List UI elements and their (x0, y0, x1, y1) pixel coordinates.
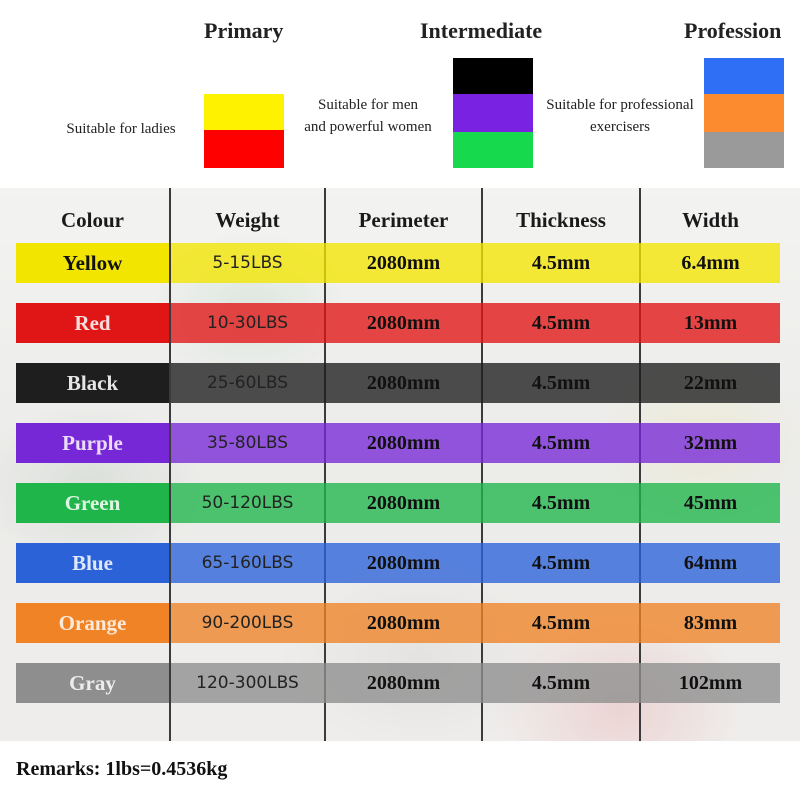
row-color-band (16, 243, 169, 283)
cell-thickness: 4.5mm (531, 672, 591, 694)
table-row: Orange 90-200LBS 2080mm 4.5mm 83mm (16, 603, 780, 643)
cell-colour: Blue (72, 551, 113, 575)
table-row: Black 25-60LBS 2080mm 4.5mm 22mm (16, 363, 780, 403)
cell-colour: Black (66, 371, 119, 395)
cell-width: 6.4mm (681, 252, 740, 274)
level-description-intermediate: Suitable for men and powerful women (284, 94, 452, 138)
cell-width: 64mm (683, 552, 738, 574)
row-color-band (16, 603, 169, 643)
row-color-tint (171, 243, 780, 283)
cell-width: 22mm (683, 372, 738, 394)
swatch-profession-blue (704, 58, 784, 94)
row-color-tint (171, 663, 780, 703)
swatch-primary-red (204, 130, 284, 168)
cell-thickness: 4.5mm (531, 552, 591, 574)
swatch-profession-gray (704, 132, 784, 168)
table-row: Yellow 5-15LBS 2080mm 4.5mm 6.4mm (16, 243, 780, 283)
cell-thickness: 4.5mm (531, 492, 591, 514)
cell-weight: 25-60LBS (206, 373, 289, 393)
cell-weight: 65-160LBS (201, 553, 294, 573)
row-color-band (16, 303, 169, 343)
column-divider (481, 188, 483, 741)
level-title-primary: Primary (204, 18, 284, 43)
row-color-band (16, 483, 169, 523)
row-color-band (16, 663, 169, 703)
level-description-line: Suitable for ladies (66, 121, 176, 137)
swatch-profession-orange (704, 94, 784, 132)
cell-width: 83mm (683, 612, 738, 634)
cell-weight: 120-300LBS (196, 673, 299, 693)
swatch-intermediate-purple (453, 94, 533, 132)
remarks-note: Remarks: 1lbs=0.4536kg (16, 758, 228, 780)
cell-perimeter: 2080mm (366, 612, 441, 634)
cell-perimeter: 2080mm (366, 492, 441, 514)
cell-thickness: 4.5mm (531, 312, 591, 334)
cell-perimeter: 2080mm (366, 552, 441, 574)
cell-weight: 35-80LBS (206, 433, 289, 453)
cell-thickness: 4.5mm (531, 432, 591, 454)
row-color-tint (171, 303, 780, 343)
table-row: Purple 35-80LBS 2080mm 4.5mm 32mm (16, 423, 780, 463)
level-description-line: Suitable for professional (546, 97, 694, 113)
header-thickness: Thickness (516, 208, 606, 232)
cell-thickness: 4.5mm (531, 612, 591, 634)
specification-table: Colour Weight Perimeter Thickness Width … (0, 188, 800, 741)
header-perimeter: Perimeter (358, 208, 449, 232)
cell-width: 45mm (683, 492, 738, 514)
cell-width: 102mm (678, 672, 743, 694)
table-row: Green 50-120LBS 2080mm 4.5mm 45mm (16, 483, 780, 523)
column-divider (324, 188, 326, 741)
cell-colour: Green (64, 491, 121, 515)
header-weight: Weight (215, 208, 280, 232)
column-divider (169, 188, 171, 741)
level-description-line: exercisers (590, 119, 650, 135)
header-width: Width (682, 208, 739, 232)
cell-colour: Yellow (62, 251, 123, 275)
level-description-line: and powerful women (304, 119, 432, 135)
cell-thickness: 4.5mm (531, 372, 591, 394)
row-color-tint (171, 483, 780, 523)
cell-colour: Red (74, 311, 111, 335)
swatch-intermediate-green (453, 132, 533, 168)
level-title-intermediate: Intermediate (420, 18, 543, 43)
level-description-profession: Suitable for professional exercisers (534, 94, 706, 138)
level-description-line: Suitable for men (318, 97, 418, 113)
cell-colour: Purple (62, 431, 123, 455)
cell-perimeter: 2080mm (366, 672, 441, 694)
table-row: Blue 65-160LBS 2080mm 4.5mm 64mm (16, 543, 780, 583)
swatch-intermediate-black (453, 58, 533, 94)
row-color-tint (171, 603, 780, 643)
cell-perimeter: 2080mm (366, 252, 441, 274)
column-divider (639, 188, 641, 741)
table-row: Red 10-30LBS 2080mm 4.5mm 13mm (16, 303, 780, 343)
cell-width: 32mm (683, 432, 738, 454)
cell-perimeter: 2080mm (366, 372, 441, 394)
row-color-band (16, 363, 169, 403)
row-color-tint (171, 363, 780, 403)
row-color-band (16, 543, 169, 583)
cell-weight: 90-200LBS (201, 613, 294, 633)
cell-weight: 10-30LBS (206, 313, 289, 333)
cell-thickness: 4.5mm (531, 252, 591, 274)
row-color-tint (171, 423, 780, 463)
table-row: Gray 120-300LBS 2080mm 4.5mm 102mm (16, 663, 780, 703)
swatch-primary-yellow (204, 94, 284, 130)
header-colour: Colour (61, 208, 124, 232)
row-color-band (16, 423, 169, 463)
level-description-primary: Suitable for ladies (46, 118, 196, 140)
level-title-profession: Profession (684, 18, 782, 43)
cell-weight: 50-120LBS (201, 493, 294, 513)
cell-perimeter: 2080mm (366, 312, 441, 334)
row-color-tint (171, 543, 780, 583)
cell-perimeter: 2080mm (366, 432, 441, 454)
cell-colour: Gray (69, 671, 116, 695)
cell-width: 13mm (683, 312, 738, 334)
cell-weight: 5-15LBS (212, 253, 283, 273)
cell-colour: Orange (58, 611, 127, 635)
